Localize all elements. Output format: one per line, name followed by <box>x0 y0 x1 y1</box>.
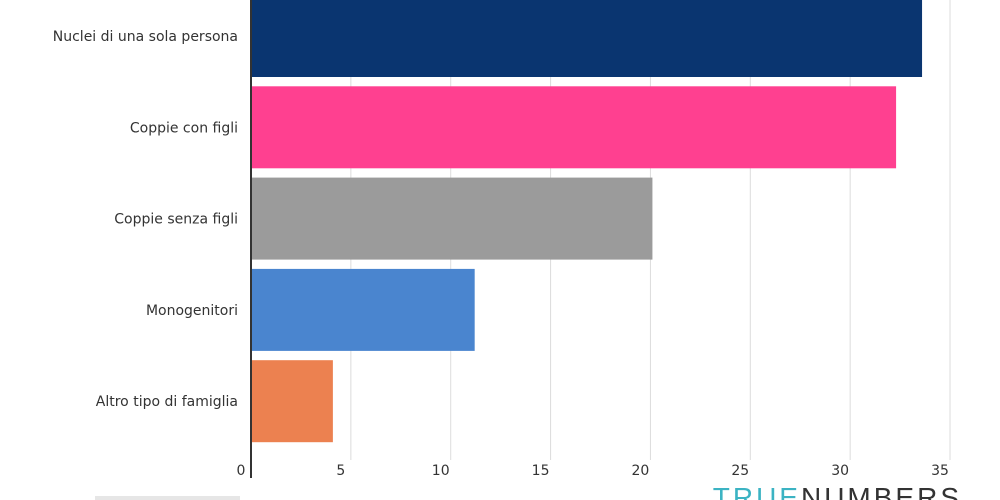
bar <box>251 360 333 443</box>
bar <box>251 177 653 260</box>
category-label: Coppie con figli <box>130 120 238 136</box>
x-tick-label: 35 <box>931 463 949 479</box>
footer-divider <box>95 496 240 500</box>
logo-part-true: TRUE <box>712 484 801 500</box>
bar <box>251 86 897 169</box>
x-tick-label: 0 <box>237 463 246 479</box>
x-tick-label: 30 <box>831 463 849 479</box>
category-label: Coppie senza figli <box>114 212 238 228</box>
category-label: Altro tipo di famiglia <box>96 394 238 410</box>
bars <box>251 0 923 443</box>
category-label: Nuclei di una sola persona <box>53 29 238 45</box>
x-tick-label: 15 <box>532 463 550 479</box>
x-tick-labels: 0 5 10 15 20 25 30 35 <box>237 463 949 479</box>
x-tick-label: 5 <box>336 463 345 479</box>
brand-logo: TRUENUMBERS <box>713 484 962 500</box>
category-labels: Nuclei di una sola persona Coppie con fig… <box>53 29 238 410</box>
bar <box>251 268 475 351</box>
x-tick-label: 20 <box>632 463 650 479</box>
logo-part-numbers: NUMBERS <box>800 484 962 500</box>
bar <box>251 0 923 77</box>
x-tick-label: 25 <box>731 463 749 479</box>
category-label: Monogenitori <box>146 303 238 319</box>
x-tick-label: 10 <box>432 463 450 479</box>
